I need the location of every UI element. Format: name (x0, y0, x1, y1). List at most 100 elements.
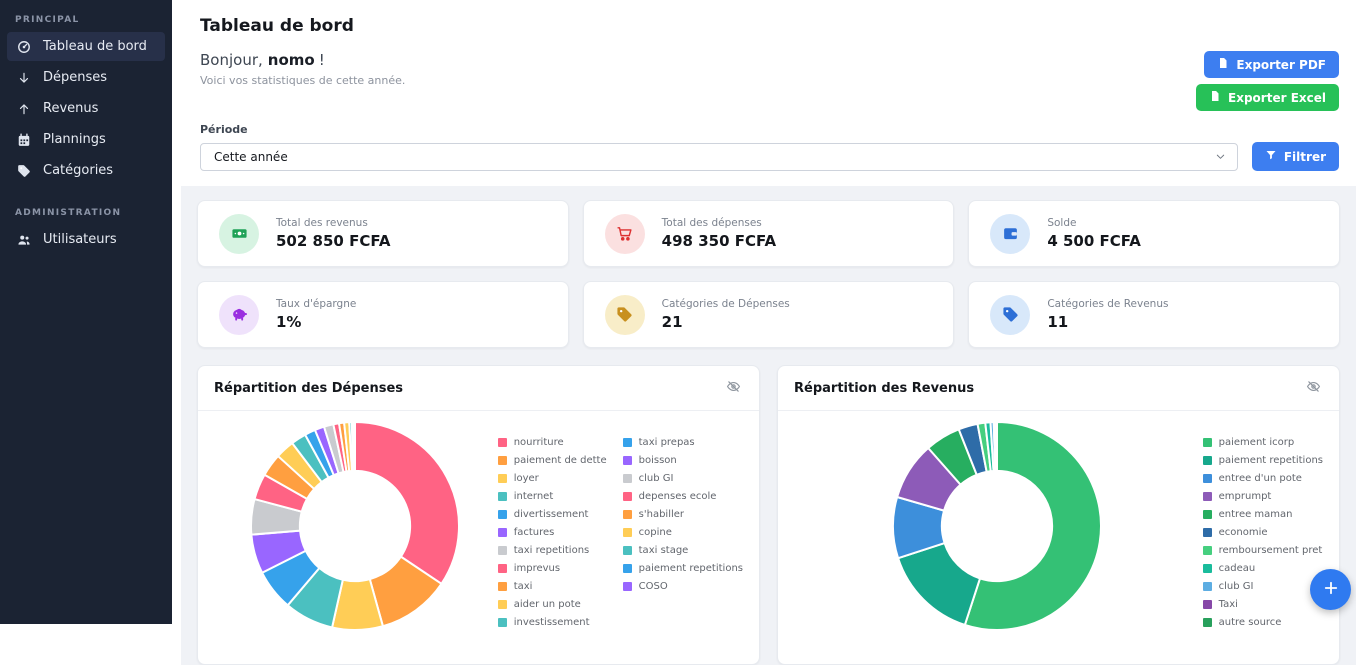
toggle-chart-visibility-button[interactable] (1304, 377, 1323, 399)
legend-swatch (1203, 492, 1212, 501)
main-area: Tableau de bord Bonjour,nomo! Voici vos … (172, 0, 1356, 624)
export-pdf-button[interactable]: Exporter PDF (1204, 51, 1339, 78)
legend-item[interactable]: copine (623, 523, 743, 541)
export-buttons: Exporter PDF Exporter Excel (1196, 51, 1339, 111)
stat-card-total-revenus: Total des revenus 502 850 FCFA (197, 200, 569, 267)
legend-swatch (623, 564, 632, 573)
tag-icon (990, 295, 1030, 335)
sidebar-section-principal: PRINCIPAL (0, 8, 172, 30)
stat-value: 498 350 FCFA (662, 232, 776, 250)
export-excel-button[interactable]: Exporter Excel (1196, 84, 1339, 111)
legend-label: paiement repetitions (639, 563, 743, 574)
legend-item[interactable]: COSO (623, 577, 743, 595)
sidebar-item-label: Catégories (43, 163, 113, 178)
legend-swatch (498, 564, 507, 573)
legend-item[interactable]: paiement icorp (1203, 433, 1323, 451)
legend-item[interactable]: paiement repetitions (623, 559, 743, 577)
legend-item[interactable]: cadeau (1203, 559, 1323, 577)
eye-slash-icon (1306, 379, 1321, 397)
chart-legend: paiement icorp paiement repetitions entree… (1203, 420, 1323, 632)
filter-button[interactable]: Filtrer (1252, 142, 1339, 171)
legend-label: factures (514, 527, 555, 538)
legend-label: club GI (639, 473, 674, 484)
legend-swatch (1203, 438, 1212, 447)
legend-item[interactable]: entree maman (1203, 505, 1323, 523)
legend-item[interactable]: club GI (623, 469, 743, 487)
add-button[interactable] (1310, 569, 1351, 610)
sidebar-item-categories[interactable]: Catégories (7, 156, 165, 185)
stat-label: Catégories de Dépenses (662, 298, 790, 310)
legend-label: divertissement (514, 509, 589, 520)
filter-section: Période Cette année Filtrer (172, 111, 1356, 186)
legend-label: nourriture (514, 437, 564, 448)
legend-label: emprumpt (1219, 491, 1272, 502)
sidebar-item-tableau-de-bord[interactable]: Tableau de bord (7, 32, 165, 61)
legend-item[interactable]: boisson (623, 451, 743, 469)
donut-svg (891, 420, 1103, 632)
legend-item[interactable]: loyer (498, 469, 607, 487)
legend-item[interactable]: Taxi (1203, 595, 1323, 613)
calendar-icon (17, 133, 31, 147)
legend-swatch (498, 582, 507, 591)
legend-item[interactable]: economie (1203, 523, 1323, 541)
legend-item[interactable]: taxi prepas (623, 433, 743, 451)
stat-value: 4 500 FCFA (1047, 232, 1141, 250)
toggle-chart-visibility-button[interactable] (724, 377, 743, 399)
legend-item[interactable]: divertissement (498, 505, 607, 523)
legend-item[interactable]: autre source (1203, 613, 1323, 631)
piggy-bank-icon (219, 295, 259, 335)
legend-item[interactable]: nourriture (498, 433, 607, 451)
legend-item[interactable]: entree d'un pote (1203, 469, 1323, 487)
legend-item[interactable]: taxi (498, 577, 607, 595)
sidebar-item-depenses[interactable]: Dépenses (7, 63, 165, 92)
legend-swatch (498, 600, 507, 609)
legend-item[interactable]: aider un pote (498, 595, 607, 613)
arrow-down-icon (17, 71, 31, 85)
legend-item[interactable]: emprumpt (1203, 487, 1323, 505)
donut-chart-depenses[interactable] (212, 420, 498, 632)
chevron-down-icon (1215, 151, 1226, 162)
legend-item[interactable]: factures (498, 523, 607, 541)
legend-item[interactable]: club GI (1203, 577, 1323, 595)
donut-svg (249, 420, 461, 632)
legend-label: autre source (1219, 617, 1282, 628)
legend-item[interactable]: taxi repetitions (498, 541, 607, 559)
sidebar-item-utilisateurs[interactable]: Utilisateurs (7, 225, 165, 254)
legend-item[interactable]: depenses ecole (623, 487, 743, 505)
stat-value: 11 (1047, 313, 1168, 331)
legend-swatch (1203, 510, 1212, 519)
legend-label: paiement repetitions (1219, 455, 1323, 466)
legend-swatch (1203, 564, 1212, 573)
donut-chart-revenus[interactable] (792, 420, 1203, 632)
legend-swatch (623, 456, 632, 465)
legend-swatch (623, 582, 632, 591)
legend-item[interactable]: paiement repetitions (1203, 451, 1323, 469)
legend-item[interactable]: investissement (498, 613, 607, 631)
legend-item[interactable]: imprevus (498, 559, 607, 577)
sidebar-section-administration: ADMINISTRATION (0, 201, 172, 223)
period-label: Période (200, 123, 1339, 136)
legend-swatch (1203, 456, 1212, 465)
legend-item[interactable]: remboursement pret (1203, 541, 1323, 559)
legend-item[interactable]: paiement de dette (498, 451, 607, 469)
legend-item[interactable]: internet (498, 487, 607, 505)
legend-label: entree d'un pote (1219, 473, 1302, 484)
sidebar-item-plannings[interactable]: Plannings (7, 125, 165, 154)
legend-label: COSO (639, 581, 668, 592)
legend-swatch (498, 492, 507, 501)
tag-icon (17, 164, 31, 178)
legend-label: paiement de dette (514, 455, 607, 466)
sidebar-item-revenus[interactable]: Revenus (7, 94, 165, 123)
legend-item[interactable]: taxi stage (623, 541, 743, 559)
page-header: Tableau de bord Bonjour,nomo! Voici vos … (172, 0, 1356, 111)
legend-label: internet (514, 491, 554, 502)
period-select[interactable]: Cette année (200, 143, 1238, 171)
legend-swatch (498, 438, 507, 447)
speedometer-icon (17, 40, 31, 54)
sidebar-item-label: Revenus (43, 101, 98, 116)
stat-card-taux-epargne: Taux d'épargne 1% (197, 281, 569, 348)
legend-label: imprevus (514, 563, 560, 574)
legend-item[interactable]: s'habiller (623, 505, 743, 523)
wallet-icon (990, 214, 1030, 254)
